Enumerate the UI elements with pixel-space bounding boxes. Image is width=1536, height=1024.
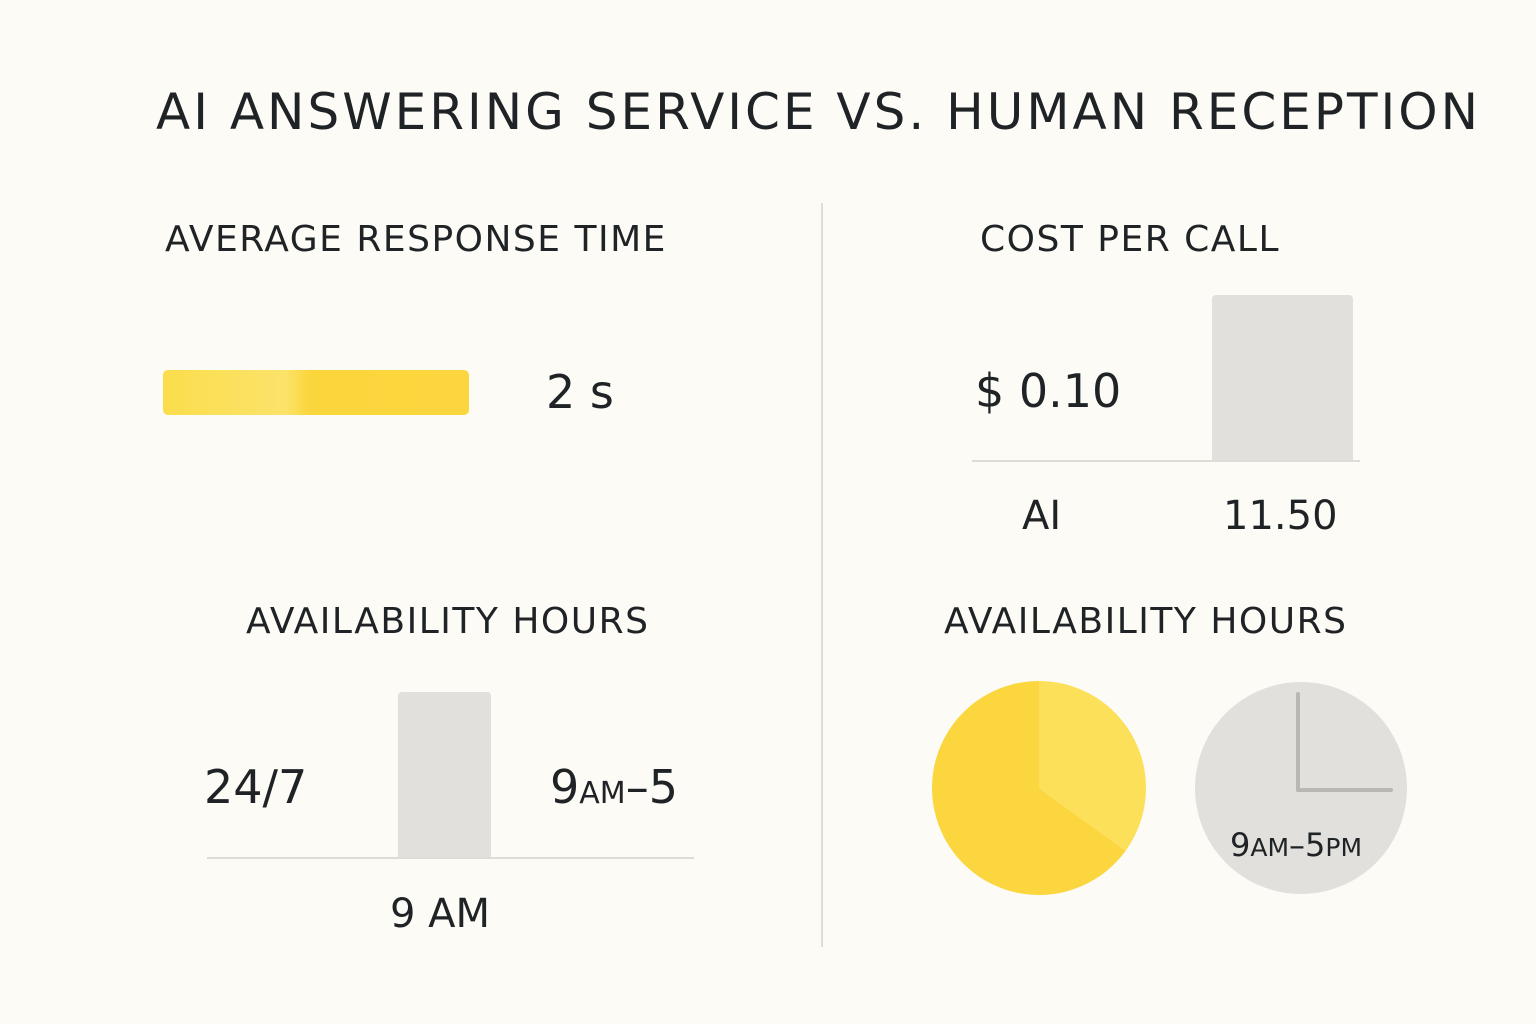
clock-label-unit1: AM <box>1250 833 1290 862</box>
availability-x-label: 9 AM <box>390 891 491 937</box>
response-time-bar-ai <box>163 370 469 415</box>
availability-human-tail: –5 <box>625 760 678 814</box>
availability-bar-human <box>398 692 491 858</box>
clock-label-num2: –5 <box>1289 826 1326 864</box>
availability-title-left: AVAILABILITY HOURS <box>246 601 650 642</box>
pie-slice-1 <box>1039 681 1146 851</box>
clock-label-num1: 9 <box>1230 826 1251 864</box>
pie-slice-0 <box>932 681 1126 895</box>
cost-title: COST PER CALL <box>980 219 1281 260</box>
cost-axis <box>972 460 1360 462</box>
clock-label: 9AM–5PM <box>1230 826 1362 867</box>
availability-ai-label: 24/7 <box>204 760 308 814</box>
availability-human-num: 9 <box>550 760 580 814</box>
availability-title-right: AVAILABILITY HOURS <box>944 601 1348 642</box>
availability-axis <box>207 857 694 859</box>
availability-human-unit: AM <box>579 776 626 811</box>
response-time-title: AVERAGE RESPONSE TIME <box>165 219 667 260</box>
cost-category-ai: AI <box>1022 493 1062 539</box>
page-title: AI ANSWERING SERVICE VS. HUMAN RECEPTION <box>156 83 1482 141</box>
cost-ai-value: $ 0.10 <box>975 364 1122 418</box>
cost-category-human: 11.50 <box>1223 493 1338 539</box>
center-divider <box>821 203 823 947</box>
clock-icon <box>1195 682 1407 894</box>
availability-pie-chart <box>932 681 1146 895</box>
cost-bar-human <box>1212 295 1353 460</box>
availability-human-label: 9AM–5 <box>550 760 678 821</box>
clock-label-unit2: PM <box>1325 833 1363 862</box>
response-time-value: 2 s <box>546 365 614 419</box>
